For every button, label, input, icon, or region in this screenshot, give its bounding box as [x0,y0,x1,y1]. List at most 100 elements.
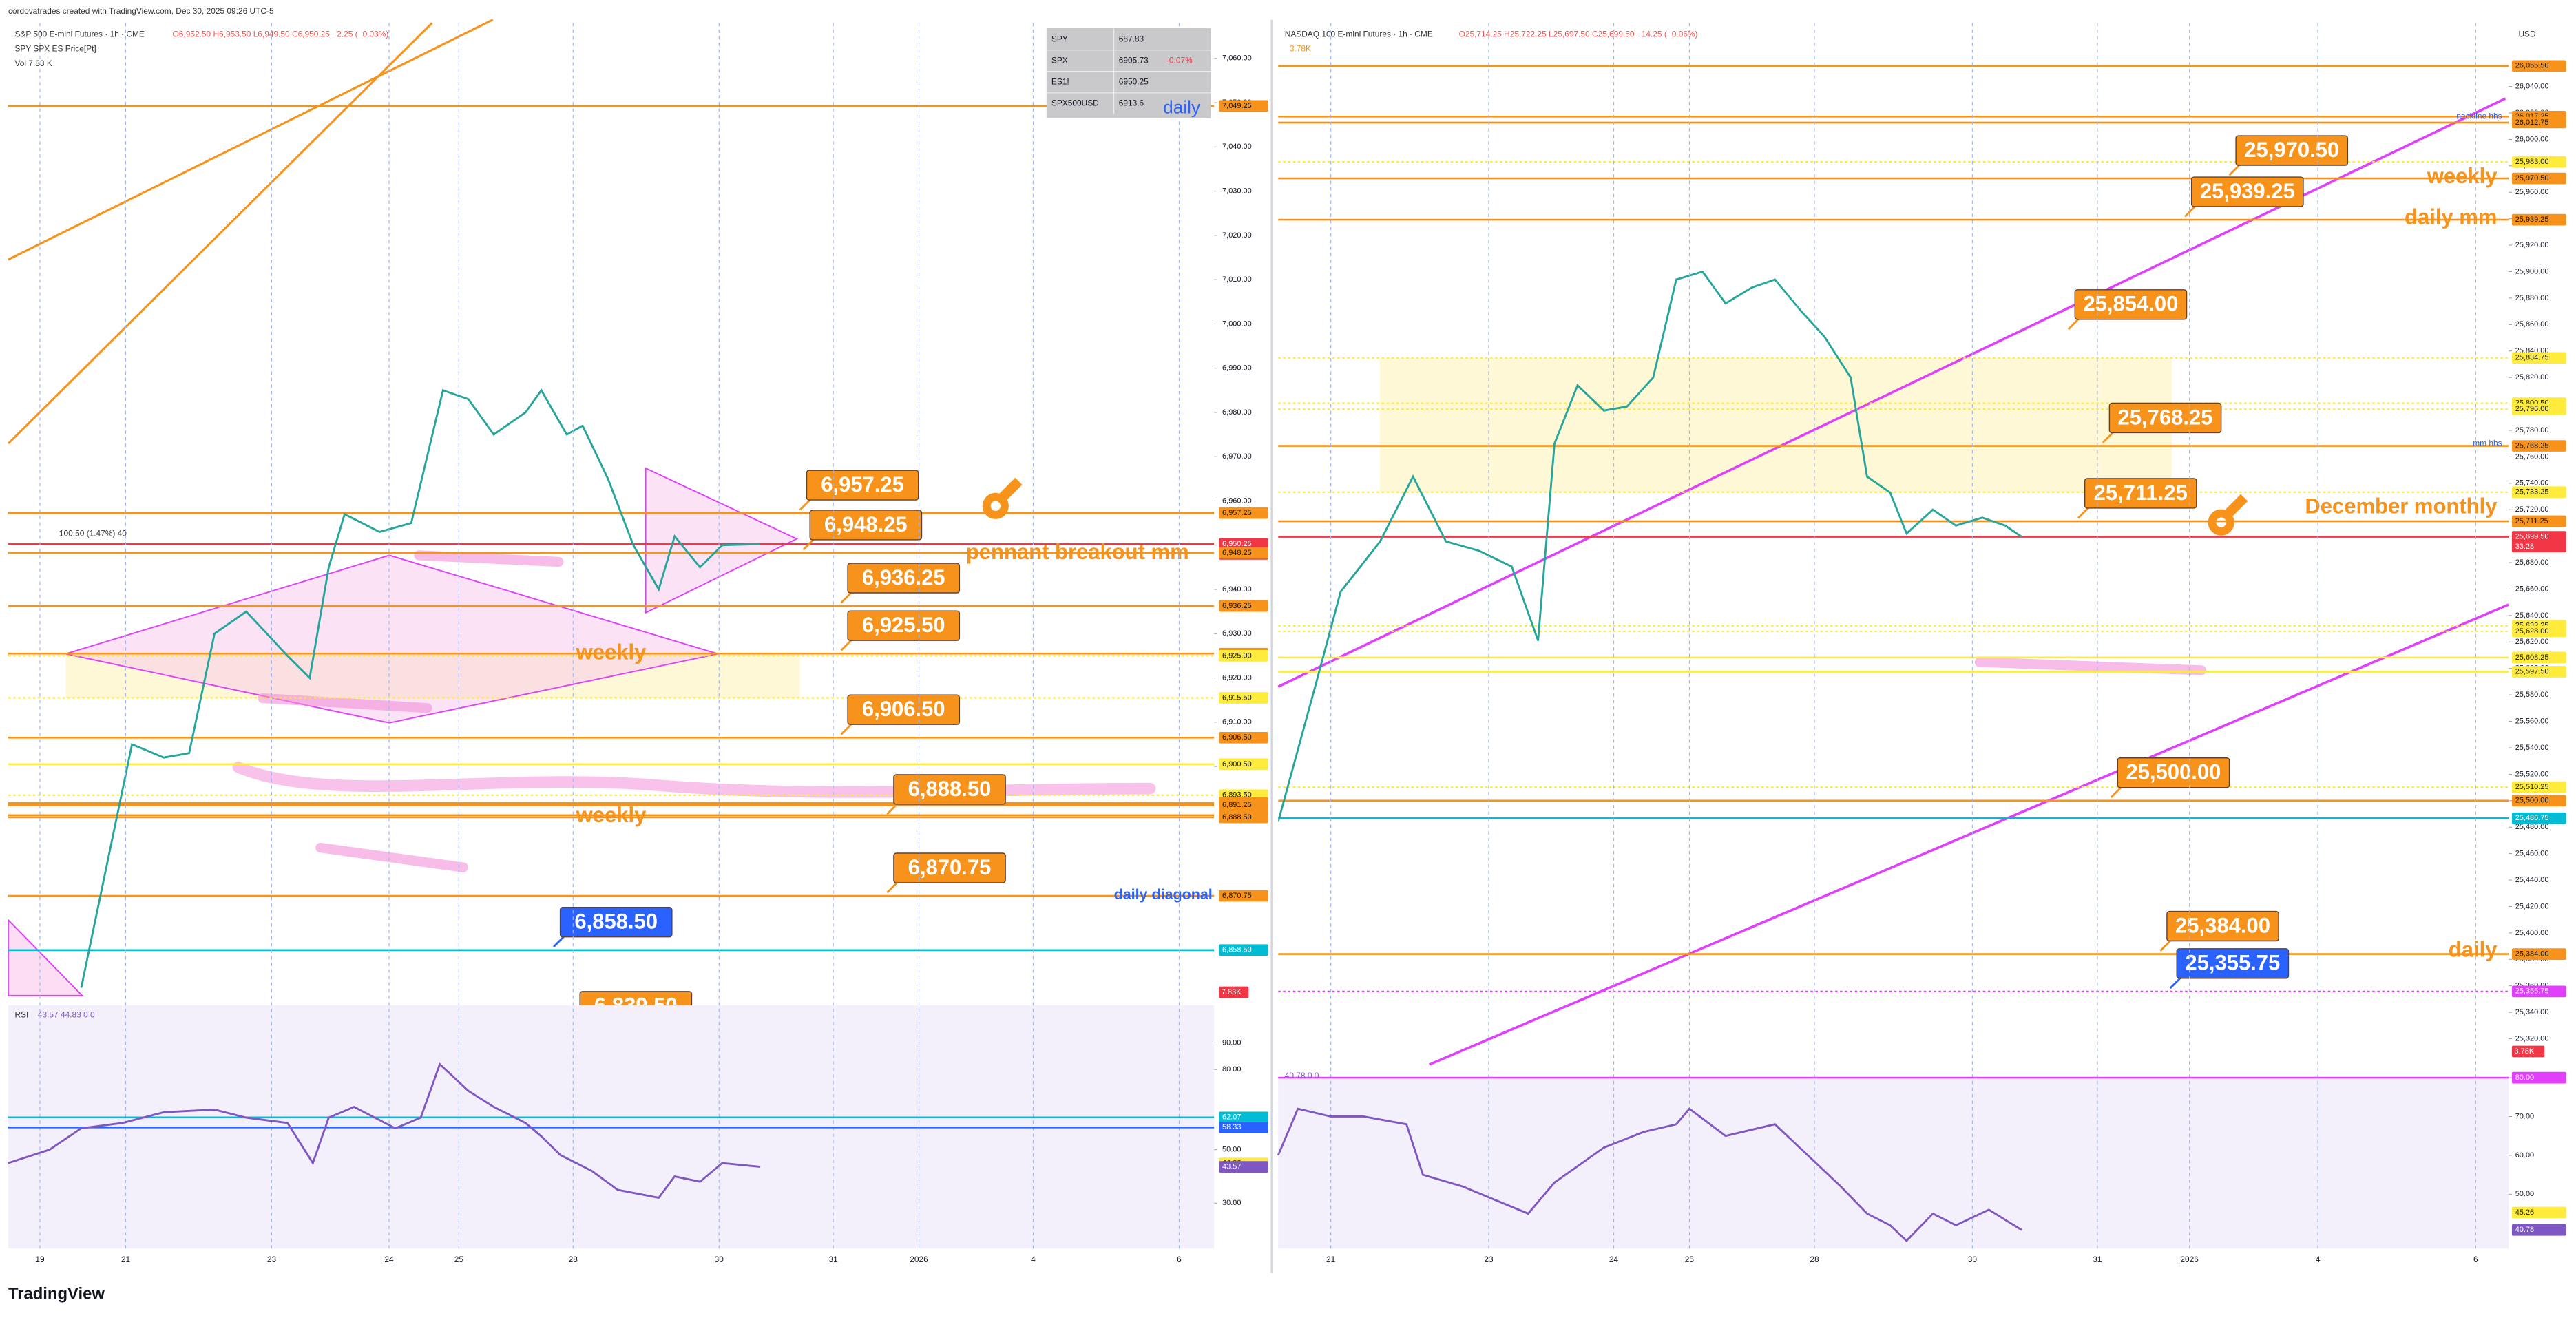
callout-label: 25,768.25 [2118,405,2213,429]
unit: USD [2518,29,2536,39]
price-line [1277,1107,2022,1242]
price-tag [2511,666,2566,678]
annotation: daily [2449,938,2498,962]
annotation: weekly [576,640,647,664]
watchlist-cell: 6950.25 [1119,76,1149,86]
callout-label: 25,500.00 [2126,760,2221,784]
price-tag-label: 7,049.25 [1222,102,1252,110]
y-tick-label: 25,780.00 [2515,426,2549,434]
ohlc: O25,714.25 H25,722.25 L25,697.50 C25,699… [1459,29,1698,39]
x-tick-label: 21 [121,1255,131,1264]
y-tick-label: 7,020.00 [1222,231,1252,240]
price-tag-label: 62.07 [1222,1113,1241,1122]
callout-label: 6,888.50 [908,777,992,801]
price-tag [2511,116,2566,129]
highlight [414,550,564,567]
y-tick-label: 25,880.00 [2515,294,2549,302]
price-tag-label: 25,608.25 [2515,653,2549,662]
price-tag [1219,650,1268,662]
price-tag-label: 6,950.25 [1222,540,1252,548]
price-tag [2511,812,2566,824]
annotation: daily diagonal [1114,886,1213,903]
y-tick-label: 50.00 [1222,1146,1241,1154]
y-tick-label: 25,760.00 [2515,452,2549,461]
price-tag [2511,403,2566,415]
y-tick-label: 25,660.00 [2515,585,2549,593]
annotation: December monthly [2305,494,2498,518]
annotation: weekly [576,803,647,827]
y-tick-label: 25,860.00 [2515,320,2549,328]
price-axis: 6,900.006,910.006,920.006,930.006,940.00… [1214,54,1268,998]
price-tag [2511,156,2566,168]
trend-line [1428,603,2509,1066]
y-tick-label: 25,960.00 [2515,188,2549,196]
callout-box [893,774,1006,805]
y-tick-label: 60.00 [2515,1151,2534,1160]
highlight [315,842,468,872]
y-tick-label: 6,980.00 [1222,408,1252,417]
price-tag-label: 40.78 [2515,1226,2534,1234]
annotation: 100.50 (1.47%) 40 [59,529,127,538]
pane [8,1062,1215,1199]
callout-box [806,470,919,501]
callout-box [847,563,961,594]
key-icon [2208,494,2248,536]
callout-box [2166,910,2279,942]
volume-tag [1219,986,1249,998]
trend-line [8,19,494,261]
x-tick-label: 30 [1968,1255,1978,1264]
pane: 25,970.50 25,939.25 25,854.00 25,768.25 25,7… [1278,65,2509,992]
y-tick-label: 26,040.00 [2515,82,2549,90]
y-tick-label: 25,620.00 [2515,638,2549,646]
y-tick-label: 25,340.00 [2515,1008,2549,1016]
y-tick-label: 25,320.00 [2515,1034,2549,1043]
price-tag-label: 25,384.00 [2515,950,2549,958]
price-tag-label: 25,983.00 [2515,158,2549,166]
callout-box [847,694,961,725]
price-tag [1219,600,1268,612]
volume-tag [2511,1045,2545,1058]
price-tag [1219,507,1268,519]
y-tick-label: 6,940.00 [1222,585,1252,594]
price-tag-label: 25,733.25 [2515,488,2549,496]
price-line [80,388,761,988]
price-tag [1219,890,1268,902]
price-tag [2511,1224,2566,1236]
x-tick-label: 6 [2473,1255,2478,1264]
price-tag [2511,440,2566,452]
y-tick-label: 6,990.00 [1222,364,1252,373]
triangle [7,918,84,996]
x-tick-label: 2026 [2180,1255,2199,1264]
y-tick-label: 6,970.00 [1222,452,1252,461]
price-tag [1219,758,1268,771]
price-tag-label: 6,957.25 [1222,509,1252,517]
x-tick-label: 30 [715,1255,724,1264]
callout-box [893,852,1006,883]
watchlist-cell: ES1! [1051,76,1069,86]
callout-label: 25,854.00 [2083,292,2178,316]
y-tick-label: 25,540.00 [2515,744,2549,752]
symbol-title: S&P 500 E-mini Futures · 1h · CME [14,29,144,39]
price-tag [2511,1206,2566,1219]
price-tag-label: 6,936.25 [1222,602,1252,610]
callout-box [2084,478,2197,509]
price-tag [2511,948,2566,960]
y-tick-label: 70.00 [2515,1112,2534,1120]
x-tick-label: 31 [829,1255,839,1264]
x-tick-label: 25 [454,1255,464,1264]
price-tag-label: 6,948.25 [1222,549,1252,557]
price-tag-label: 6,900.50 [1222,760,1252,768]
price-tag-label: 43.57 [1222,1162,1241,1171]
price-tag-label: 25,510.25 [2515,783,2549,791]
price-tag [2511,625,2566,638]
price-tag-label: 6,893.50 [1222,791,1252,799]
price-tag [2511,795,2566,807]
y-tick-label: 7,040.00 [1222,143,1252,151]
price-tag-label: 45.26 [2515,1208,2534,1217]
brand-logo: TradingView [8,1284,105,1303]
watchlist-cell: SPX500USD [1051,98,1099,107]
price-tag-label: 6,888.50 [1222,813,1252,821]
